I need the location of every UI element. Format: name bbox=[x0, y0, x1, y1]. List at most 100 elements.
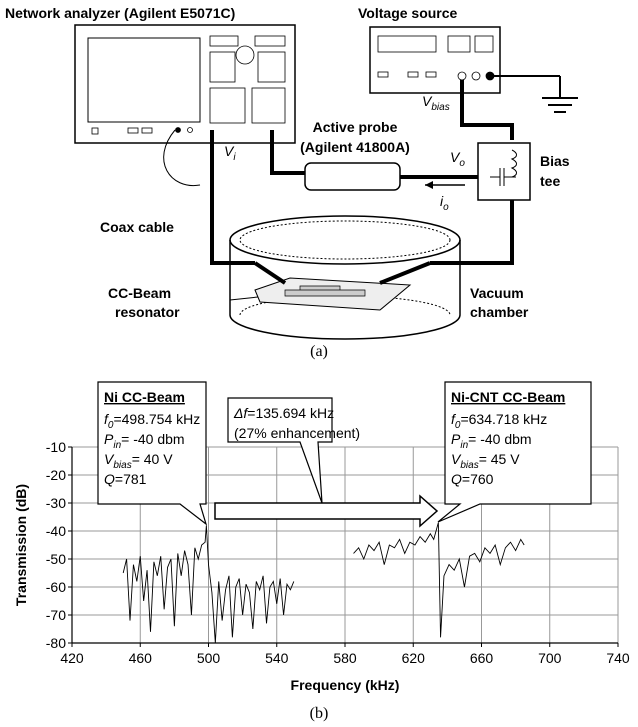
x-tick-label: 420 bbox=[60, 650, 84, 666]
var: i bbox=[440, 193, 444, 209]
chamber-label: Vacuum bbox=[470, 285, 524, 301]
var: P bbox=[104, 431, 114, 447]
var: f bbox=[104, 411, 110, 427]
text: (27% enhancement) bbox=[234, 425, 360, 441]
chart: -80 -70 -60 -50 -40 -30 -20 -10 420 460 500 540 580 6… bbox=[13, 381, 630, 693]
y-tick-label: -70 bbox=[46, 607, 66, 623]
probe-label: Active probe bbox=[313, 119, 398, 135]
var: V bbox=[450, 149, 461, 165]
bias-tee-label: Bias bbox=[540, 153, 570, 169]
text: = 40 V bbox=[132, 451, 174, 467]
callout bbox=[97, 381, 208, 526]
var: V bbox=[224, 143, 235, 159]
bias-tee-circuit bbox=[490, 149, 517, 186]
series-line bbox=[122, 525, 295, 644]
x-tick-label: 620 bbox=[402, 650, 426, 666]
y-tick-label: -60 bbox=[46, 579, 66, 595]
shift-arrow bbox=[214, 494, 439, 528]
analyzer-label: Network analyzer (Agilent E5071C) bbox=[5, 5, 235, 21]
text: = -40 dbm bbox=[121, 431, 184, 447]
callout-line: (27% enhancement) bbox=[234, 425, 360, 441]
sub: 0 bbox=[455, 420, 461, 431]
callout-line: f0=498.754 kHz bbox=[104, 411, 200, 431]
io-label: io bbox=[440, 193, 449, 213]
chamber-leads bbox=[253, 261, 431, 285]
callout bbox=[227, 397, 333, 504]
x-tick-label: 580 bbox=[333, 650, 357, 666]
x-axis-title: Frequency (kHz) bbox=[291, 677, 400, 693]
text: = 45 V bbox=[479, 451, 521, 467]
var: Q bbox=[104, 471, 115, 487]
var: V bbox=[422, 93, 433, 109]
callout-line: Vbias= 40 V bbox=[104, 451, 173, 471]
x-tick-label: 540 bbox=[265, 650, 289, 666]
callout-line: Q=760 bbox=[451, 471, 494, 487]
vo-label: Vo bbox=[450, 149, 465, 169]
y-tick-label: -30 bbox=[46, 495, 66, 511]
ground bbox=[490, 75, 578, 113]
source-label: Voltage source bbox=[358, 5, 458, 21]
resonator-label: resonator bbox=[115, 304, 180, 320]
vbias-label: Vbias bbox=[422, 93, 450, 113]
active-probe bbox=[304, 162, 401, 191]
var: f bbox=[451, 411, 457, 427]
sub: o bbox=[459, 158, 465, 169]
text: = -40 dbm bbox=[468, 431, 531, 447]
y-tick-label: -10 bbox=[46, 439, 66, 455]
y-tick-label: -20 bbox=[46, 467, 66, 483]
chamber-inner bbox=[239, 220, 451, 260]
sub: in bbox=[460, 440, 468, 451]
vi-label: Vi bbox=[224, 143, 236, 163]
y-axis-title: Transmission (dB) bbox=[13, 484, 29, 606]
resonator-label: CC-Beam bbox=[108, 285, 171, 301]
y-tick-label: -80 bbox=[46, 635, 66, 651]
caption: (a) bbox=[310, 343, 328, 360]
x-tick-label: 740 bbox=[606, 650, 630, 666]
coax-cables bbox=[210, 80, 514, 265]
text: =781 bbox=[115, 471, 147, 487]
probe-model: (Agilent 41800A) bbox=[300, 139, 410, 155]
text: =760 bbox=[462, 471, 494, 487]
var: Q bbox=[451, 471, 462, 487]
analyzer-screen bbox=[87, 37, 201, 123]
var: P bbox=[451, 431, 461, 447]
analyzer-keys bbox=[91, 35, 286, 135]
text: =498.754 kHz bbox=[113, 411, 200, 427]
callout-line: Δf=135.694 kHz bbox=[233, 405, 334, 421]
current-arrowhead bbox=[425, 181, 433, 189]
chamber-wall bbox=[229, 240, 461, 340]
x-tick-label: 660 bbox=[470, 650, 494, 666]
y-tick-label: -40 bbox=[46, 523, 66, 539]
sub: bias bbox=[460, 460, 478, 471]
text: =135.694 kHz bbox=[247, 405, 334, 421]
sub: o bbox=[443, 202, 449, 213]
sub: 0 bbox=[108, 420, 114, 431]
callout-line: Pin= -40 dbm bbox=[104, 431, 185, 451]
cc-beam bbox=[284, 285, 366, 297]
chamber-label: chamber bbox=[470, 304, 529, 320]
resonator-pointer bbox=[229, 296, 259, 301]
sub: in bbox=[113, 440, 121, 451]
var: Δf bbox=[233, 405, 249, 421]
x-tick-label: 460 bbox=[129, 650, 153, 666]
text: =634.718 kHz bbox=[460, 411, 547, 427]
caption: (b) bbox=[310, 705, 329, 722]
series-line bbox=[353, 522, 525, 638]
callout-line: Vbias= 45 V bbox=[451, 451, 520, 471]
var: V bbox=[104, 451, 115, 467]
var: V bbox=[451, 451, 462, 467]
x-tick-label: 700 bbox=[538, 650, 562, 666]
callout-line: Pin= -40 dbm bbox=[451, 431, 532, 451]
sub: bias bbox=[431, 102, 449, 113]
callout-line: f0=634.718 kHz bbox=[451, 411, 547, 431]
callout bbox=[437, 381, 592, 523]
chamber-top bbox=[229, 215, 461, 265]
diagram: Network analyzer (Agilent E5071C) Voltag… bbox=[5, 5, 578, 340]
sub: i bbox=[233, 152, 236, 163]
callout-line: Q=781 bbox=[104, 471, 147, 487]
probe-wire bbox=[163, 129, 201, 187]
y-tick-label: -50 bbox=[46, 551, 66, 567]
x-tick-label: 500 bbox=[197, 650, 221, 666]
sub: bias bbox=[113, 460, 131, 471]
